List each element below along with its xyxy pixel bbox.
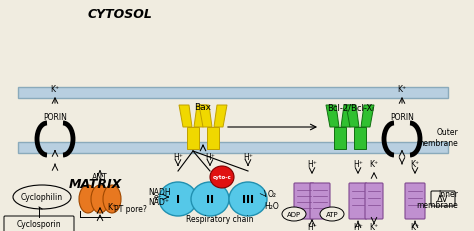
Text: Inner
membrane: Inner membrane — [416, 189, 458, 209]
Text: NADH: NADH — [148, 188, 171, 197]
Text: ADP: ADP — [287, 211, 301, 217]
Polygon shape — [214, 106, 227, 128]
Ellipse shape — [159, 182, 197, 216]
Text: CYTOSOL: CYTOSOL — [88, 7, 153, 20]
Polygon shape — [346, 106, 359, 128]
Polygon shape — [354, 128, 366, 149]
Text: III: III — [242, 194, 254, 204]
Ellipse shape — [320, 207, 344, 221]
FancyBboxPatch shape — [310, 183, 330, 219]
Text: PT pore?: PT pore? — [114, 205, 146, 214]
Text: H⁺: H⁺ — [173, 153, 183, 162]
Text: II: II — [206, 194, 214, 204]
Polygon shape — [179, 106, 192, 128]
Text: H⁺: H⁺ — [353, 160, 363, 169]
Text: Cyclophilin: Cyclophilin — [21, 193, 63, 202]
Text: K⁺: K⁺ — [50, 85, 60, 94]
Text: H⁺: H⁺ — [243, 153, 253, 162]
FancyBboxPatch shape — [365, 183, 383, 219]
Polygon shape — [334, 128, 346, 149]
Text: ATP: ATP — [326, 211, 338, 217]
FancyBboxPatch shape — [431, 191, 455, 206]
Ellipse shape — [103, 185, 121, 213]
Text: Bcl-2/Bcl-Xₗ: Bcl-2/Bcl-Xₗ — [327, 103, 374, 112]
Text: H⁺: H⁺ — [353, 222, 363, 231]
Text: H⁺: H⁺ — [307, 222, 317, 231]
Text: H⁺: H⁺ — [307, 160, 317, 169]
Text: Respiratory chain: Respiratory chain — [186, 215, 254, 224]
Polygon shape — [199, 106, 212, 128]
Text: NAD⁺: NAD⁺ — [148, 198, 169, 207]
FancyBboxPatch shape — [349, 183, 367, 219]
Text: H₂O: H₂O — [264, 202, 279, 211]
Text: I: I — [176, 194, 180, 204]
Text: Outer
membrane: Outer membrane — [416, 128, 458, 147]
Text: Cyclosporin: Cyclosporin — [17, 219, 61, 228]
Polygon shape — [361, 106, 374, 128]
Text: K⁺: K⁺ — [410, 160, 419, 169]
Text: K⁺: K⁺ — [108, 203, 117, 212]
Text: MATRIX: MATRIX — [68, 178, 122, 191]
FancyBboxPatch shape — [405, 183, 425, 219]
Text: K⁺: K⁺ — [410, 222, 419, 231]
Text: Bax: Bax — [194, 103, 211, 112]
Text: K⁺: K⁺ — [397, 85, 407, 94]
Text: K⁺: K⁺ — [369, 222, 379, 231]
Text: PORIN: PORIN — [43, 113, 67, 122]
Text: K⁺: K⁺ — [369, 160, 379, 169]
Polygon shape — [187, 128, 199, 149]
Polygon shape — [194, 106, 207, 128]
FancyBboxPatch shape — [294, 183, 314, 219]
Text: H⁺: H⁺ — [205, 153, 215, 162]
Ellipse shape — [91, 185, 109, 213]
Bar — [18, 142, 448, 154]
FancyBboxPatch shape — [4, 216, 74, 231]
Text: ΔV: ΔV — [437, 195, 449, 204]
Ellipse shape — [191, 182, 229, 216]
Ellipse shape — [282, 207, 306, 221]
Text: PORIN: PORIN — [390, 113, 414, 122]
Text: cyto-c: cyto-c — [213, 175, 231, 180]
Text: O₂: O₂ — [267, 190, 276, 199]
Bar — [18, 88, 448, 98]
Text: e⁻: e⁻ — [154, 193, 162, 202]
Ellipse shape — [79, 185, 97, 213]
Polygon shape — [326, 106, 339, 128]
Ellipse shape — [13, 185, 71, 209]
Ellipse shape — [229, 182, 267, 216]
Polygon shape — [207, 128, 219, 149]
Ellipse shape — [210, 166, 234, 188]
Polygon shape — [341, 106, 354, 128]
Text: ANT: ANT — [92, 173, 108, 182]
